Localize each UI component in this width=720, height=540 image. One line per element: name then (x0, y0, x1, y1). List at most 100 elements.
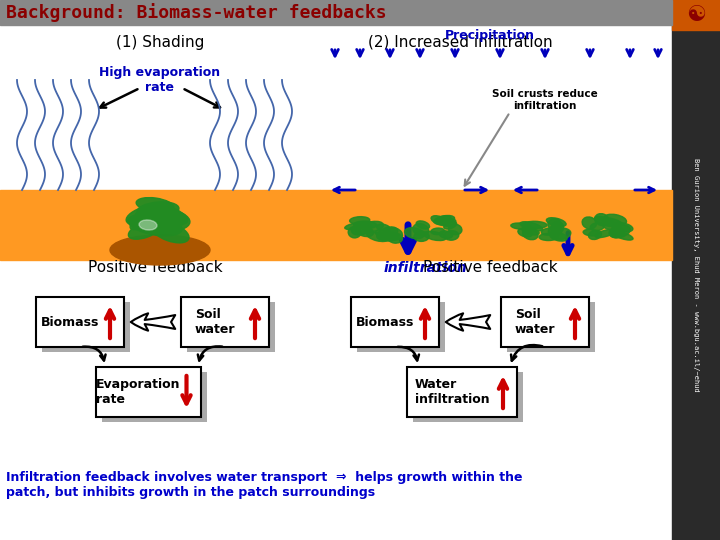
Ellipse shape (588, 230, 601, 240)
Text: Evaporation
rate: Evaporation rate (96, 378, 180, 406)
Ellipse shape (137, 202, 179, 218)
Ellipse shape (136, 198, 174, 212)
Ellipse shape (595, 217, 616, 227)
Ellipse shape (366, 232, 388, 241)
Ellipse shape (351, 222, 372, 235)
Text: ☯: ☯ (686, 5, 706, 25)
Text: Ben Gurion University, Ehud Meron - www.bgu.ac.il/~ehud: Ben Gurion University, Ehud Meron - www.… (693, 158, 699, 392)
Ellipse shape (431, 228, 445, 235)
Ellipse shape (600, 218, 622, 226)
Ellipse shape (345, 222, 367, 230)
Bar (672, 0, 720, 30)
Ellipse shape (128, 214, 182, 236)
Text: Soil crusts reduce
infiltration: Soil crusts reduce infiltration (492, 89, 598, 111)
Bar (187, 302, 275, 352)
Ellipse shape (523, 221, 547, 228)
Bar (351, 297, 439, 347)
Ellipse shape (604, 214, 626, 225)
Ellipse shape (377, 227, 397, 240)
Ellipse shape (443, 219, 456, 226)
Ellipse shape (582, 217, 596, 229)
Ellipse shape (595, 214, 609, 226)
Ellipse shape (510, 223, 531, 230)
Text: Biomass: Biomass (41, 315, 99, 328)
Bar (357, 302, 445, 352)
Ellipse shape (128, 221, 162, 239)
Bar (42, 302, 130, 352)
Bar (102, 372, 207, 422)
Ellipse shape (135, 211, 165, 225)
Ellipse shape (130, 214, 156, 230)
Bar (0, 260, 672, 540)
Bar (96, 367, 200, 417)
Text: Precipitation: Precipitation (445, 29, 535, 42)
Ellipse shape (603, 222, 620, 230)
Bar (407, 367, 517, 417)
Ellipse shape (434, 215, 454, 225)
Bar (0, 45, 320, 260)
Ellipse shape (350, 217, 370, 224)
Ellipse shape (546, 218, 566, 227)
Bar (672, 0, 720, 540)
Ellipse shape (439, 231, 453, 238)
Ellipse shape (387, 228, 402, 240)
Ellipse shape (609, 227, 624, 238)
Ellipse shape (548, 225, 562, 236)
Ellipse shape (348, 227, 361, 238)
Bar (181, 297, 269, 347)
Ellipse shape (377, 224, 390, 231)
Ellipse shape (444, 221, 456, 229)
Ellipse shape (126, 205, 170, 226)
Text: Infiltration feedback involves water transport  ⇒  helps growth within the
patch: Infiltration feedback involves water tra… (6, 471, 523, 499)
Text: Positive feedback: Positive feedback (423, 260, 557, 274)
Ellipse shape (541, 228, 556, 235)
Ellipse shape (521, 227, 539, 235)
Text: High evaporation
rate: High evaporation rate (99, 66, 220, 94)
Ellipse shape (552, 221, 564, 233)
Bar (413, 372, 523, 422)
Ellipse shape (379, 232, 399, 241)
Ellipse shape (413, 224, 428, 236)
Ellipse shape (444, 231, 459, 240)
Ellipse shape (140, 209, 190, 231)
Ellipse shape (355, 225, 374, 237)
Bar (507, 302, 595, 352)
Text: Soil
water: Soil water (515, 308, 555, 336)
Ellipse shape (613, 231, 633, 240)
Ellipse shape (550, 232, 567, 241)
Ellipse shape (151, 221, 189, 243)
Bar (0, 190, 320, 260)
Ellipse shape (416, 221, 430, 229)
Ellipse shape (387, 233, 402, 243)
Ellipse shape (548, 219, 561, 230)
Ellipse shape (436, 215, 451, 224)
Text: (2) Increased infiltration: (2) Increased infiltration (368, 35, 552, 50)
Text: Soil
water: Soil water (194, 308, 235, 336)
Ellipse shape (610, 225, 630, 238)
Bar (320, 45, 672, 260)
Text: infiltration: infiltration (383, 261, 467, 275)
Text: (1) Shading: (1) Shading (116, 35, 204, 50)
Ellipse shape (539, 233, 558, 240)
Text: Water
infiltration: Water infiltration (415, 378, 490, 406)
Ellipse shape (354, 221, 377, 228)
Ellipse shape (611, 222, 633, 232)
Ellipse shape (595, 229, 616, 238)
Ellipse shape (405, 228, 424, 239)
Text: Positive feedback: Positive feedback (88, 260, 222, 274)
Ellipse shape (139, 212, 186, 232)
Ellipse shape (518, 228, 532, 237)
Ellipse shape (523, 228, 538, 240)
Ellipse shape (158, 206, 188, 224)
Ellipse shape (590, 222, 604, 231)
Bar (36, 297, 124, 347)
Bar (0, 0, 672, 25)
Ellipse shape (431, 215, 449, 226)
Bar (501, 297, 589, 347)
Ellipse shape (423, 232, 446, 240)
Ellipse shape (520, 222, 543, 231)
Ellipse shape (550, 228, 571, 240)
Text: Biomass: Biomass (356, 315, 414, 328)
Bar (320, 190, 672, 260)
Ellipse shape (375, 230, 391, 236)
